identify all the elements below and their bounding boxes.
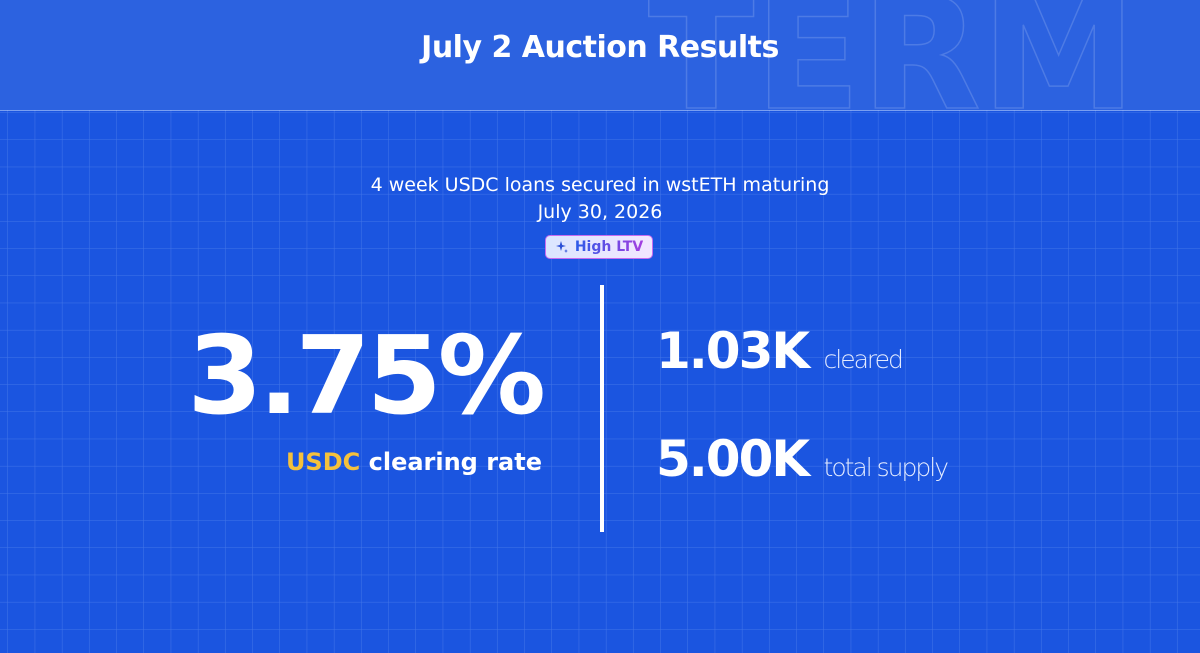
supply-label: total supply xyxy=(823,453,949,482)
badge: High LTV xyxy=(545,235,653,259)
sparkle-icon xyxy=(555,241,568,253)
cleared-value: 1.03K xyxy=(656,322,810,380)
watermark: TERM xyxy=(648,0,1136,145)
rate-caption: clearing rate xyxy=(368,448,542,476)
description: 4 week USDC loans secured in wstETH matu… xyxy=(370,174,830,196)
title: July 2 Auction Results xyxy=(421,30,779,65)
supply-value: 5.00K xyxy=(656,430,810,488)
cleared-label: cleared xyxy=(823,345,904,374)
maturity-date: July 30, 2026 xyxy=(537,201,663,223)
divider xyxy=(600,285,604,532)
stat-value: 5.00K total supply xyxy=(656,430,949,488)
clearing-rate: 3.75% xyxy=(187,314,546,439)
stat-value: 1.03K cleared xyxy=(656,322,904,380)
rate-label: USDC clearing rate xyxy=(286,448,542,476)
badge-text: High LTV xyxy=(574,239,644,255)
asset: USDC xyxy=(285,448,361,476)
header-band xyxy=(0,0,1200,110)
